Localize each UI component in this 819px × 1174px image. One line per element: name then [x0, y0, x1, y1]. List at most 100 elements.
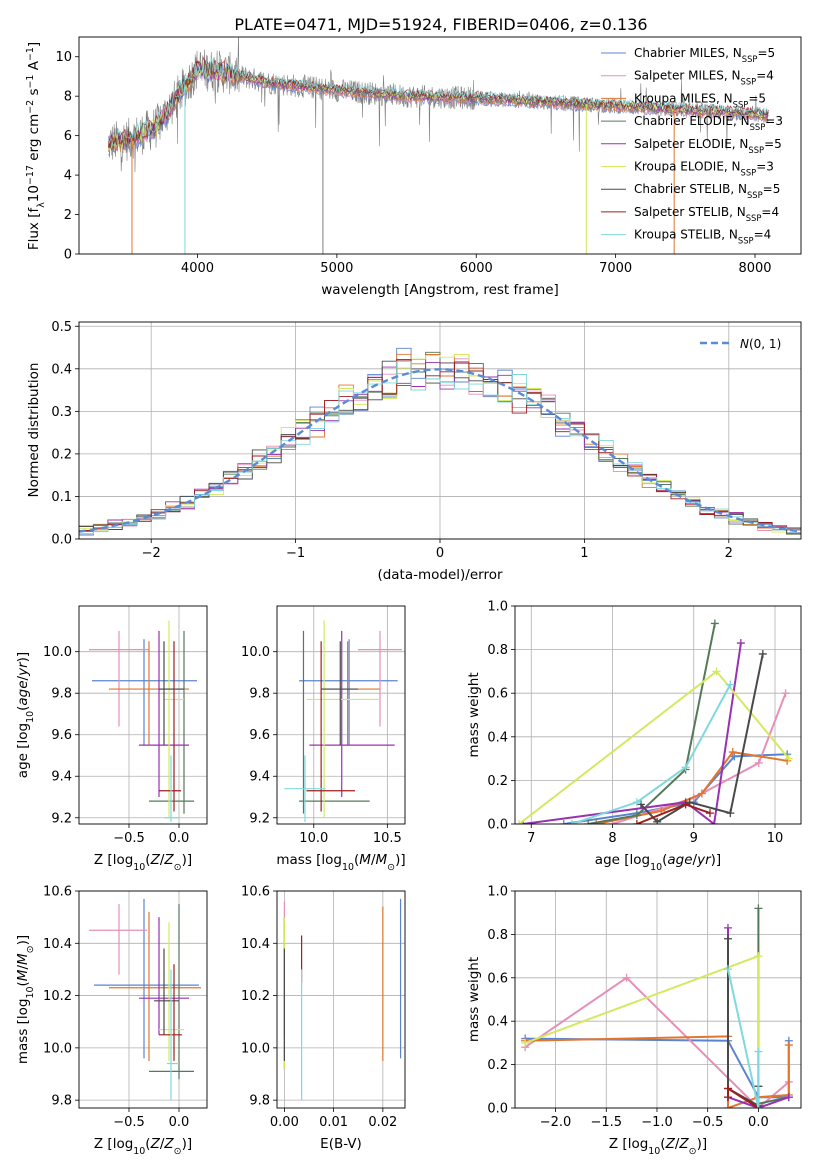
axes-frame [78, 321, 802, 540]
y-tick-label: 2 [64, 208, 72, 223]
legend-entry-part: Kroupa MILES, N [634, 91, 733, 105]
mass-weight-marker [632, 811, 641, 820]
x-axis-label: mass [log10(M/M⊙)] [276, 852, 405, 873]
legend-entry-part: SSP [742, 54, 758, 64]
ticks: −2.0 −1.5 −1.0 −0.5 0.0 0.0 0.2 0.4 0.6 0.8 1.0 [487, 885, 801, 1130]
plot-area [89, 620, 197, 822]
y-tick-label: 9.2 [51, 811, 72, 826]
y-axis-label-part: −1 [25, 47, 36, 61]
y-tick-label: 0.6 [487, 971, 508, 986]
x-axis-label-part: M [359, 852, 371, 868]
x-axis-label-part: / [693, 852, 698, 868]
x-axis-label-part: ⊙ [689, 1146, 697, 1157]
legend-entry-part: Chabrier STELIB, N [634, 182, 747, 196]
mass-weight-marker [521, 1038, 530, 1047]
y-tick-label: 10.4 [241, 937, 270, 952]
ticks: −2 −1 0 1 2 0.0 0.1 0.2 0.3 0.4 0.5 [51, 320, 801, 561]
ticks: −0.5 0.0 9.8 10.0 10.2 10.4 10.6 [43, 885, 207, 1130]
x-axis-label: age [log10(age/yr)] [595, 852, 721, 873]
x-tick-label: 8 [608, 831, 616, 846]
x-axis-label-part: Z [150, 1136, 161, 1152]
plot-area [89, 898, 201, 1101]
mass-weight-line [727, 938, 760, 1108]
x-axis-label: E(B-V) [320, 1136, 362, 1152]
mass-weight-marker [736, 639, 745, 648]
mass-weight-line [571, 684, 732, 824]
y-axis-label-part: / [15, 965, 31, 970]
y-tick-label: 9.8 [249, 1094, 270, 1109]
y-tick-label: 9.8 [249, 687, 270, 702]
x-axis-label-part: )] [711, 852, 722, 868]
mass-weight-marker [723, 1104, 732, 1108]
mass-weight-marker [726, 809, 735, 818]
y-tick-label: 0.2 [51, 447, 72, 462]
legend-entry-part: SSP [741, 168, 757, 178]
y-tick-label: 10.4 [43, 937, 72, 952]
axes-frame [78, 36, 802, 255]
legend-entry-part: (0, 1) [749, 337, 781, 351]
legend-entry-part: =3 [756, 160, 774, 174]
legend-entry-part: Salpeter ELODIE, N [634, 137, 748, 151]
mass-weight-line [727, 968, 760, 1108]
y-tick-label: 8 [64, 90, 72, 105]
x-axis-label-part: ( [145, 852, 150, 868]
y-tick-label: 0.4 [487, 1015, 508, 1030]
mass-weight-marker [622, 973, 631, 982]
mass-weight-marker [584, 820, 593, 824]
mass-weight-marker [723, 1093, 732, 1102]
x-axis-label-part: Z [log [94, 1136, 133, 1152]
x-tick-label: 2 [725, 546, 733, 561]
panel-spectrum: 4000 5000 6000 7000 8000 0 2 4 6 8 10 Chabrier MILE… [25, 36, 802, 298]
x-axis-label-part: ( [662, 852, 667, 868]
y-tick-label: 10.6 [241, 885, 270, 900]
mass-weight-line [524, 976, 790, 1108]
y-tick-label: 0 [64, 248, 72, 263]
y-axis-label-part: −1 [25, 75, 36, 89]
x-axis-label-part: ( [660, 1136, 665, 1152]
residual-histogram [79, 359, 801, 531]
x-tick-label: 0.0 [169, 1115, 190, 1130]
model-spectrum [107, 58, 769, 147]
y-tick-label: 9.4 [51, 770, 72, 785]
legend-entry-part: Chabrier MILES, N [634, 46, 742, 60]
mass-weight-marker [754, 1104, 763, 1108]
legend-entry-part: =3 [765, 114, 783, 128]
mass-weight-marker [723, 934, 732, 943]
y-axis-label-part: A [26, 60, 42, 74]
mass-weight-marker [710, 619, 719, 628]
plot-area [515, 619, 793, 824]
legend-entry: Kroupa STELIB, NSSP=4 [634, 228, 771, 246]
legend-entry: Salpeter STELIB, NSSP=4 [634, 205, 779, 223]
x-tick-label: 0.00 [270, 1115, 299, 1130]
y-axis-label: mass weight [466, 672, 482, 757]
y-tick-label: 0.1 [51, 490, 72, 505]
legend-entry: Kroupa ELODIE, NSSP=3 [634, 160, 774, 178]
y-axis-label-part: ] [26, 42, 42, 47]
y-tick-label: 0.0 [51, 533, 72, 548]
mass-weight-marker [515, 820, 524, 824]
x-axis-label-part: 10 [133, 1146, 145, 1157]
mass-weight-marker [723, 965, 732, 974]
y-axis-label: age [log10(age/yr)] [15, 652, 36, 778]
y-axis-label-part: 10 [25, 986, 36, 998]
x-axis-label-part: / [371, 852, 376, 868]
mass-weight-marker [784, 1041, 793, 1050]
legend-entry-part: SSP [733, 99, 749, 109]
y-axis-label: Flux [fλ10−17 erg cm−2 s−1 A−1] [25, 42, 47, 250]
panel-age-vs-Z: −0.5 0.09.29.49.69.810.0Z [log10(Z/Z⊙)]ag… [15, 605, 208, 873]
panel-residuals: −2 −1 0 1 2 0.0 0.1 0.2 0.3 0.4 0.5 N(0, 1) (data-mo… [26, 320, 802, 583]
x-axis-label-part: Z [665, 1136, 676, 1152]
y-tick-label: 10.0 [241, 1041, 270, 1056]
axes-frame [78, 890, 208, 1109]
y-axis-label-part: λ [36, 202, 47, 208]
mass-weight-marker [726, 680, 735, 689]
mass-weight-line [612, 692, 787, 824]
axes-frame [276, 605, 406, 825]
legend-entry-part: N [740, 337, 749, 351]
legend-entry-part: SSP [741, 77, 757, 87]
mass-weight-marker [653, 817, 662, 824]
mass-weight-marker [730, 752, 739, 761]
model-spectrum [107, 56, 769, 147]
